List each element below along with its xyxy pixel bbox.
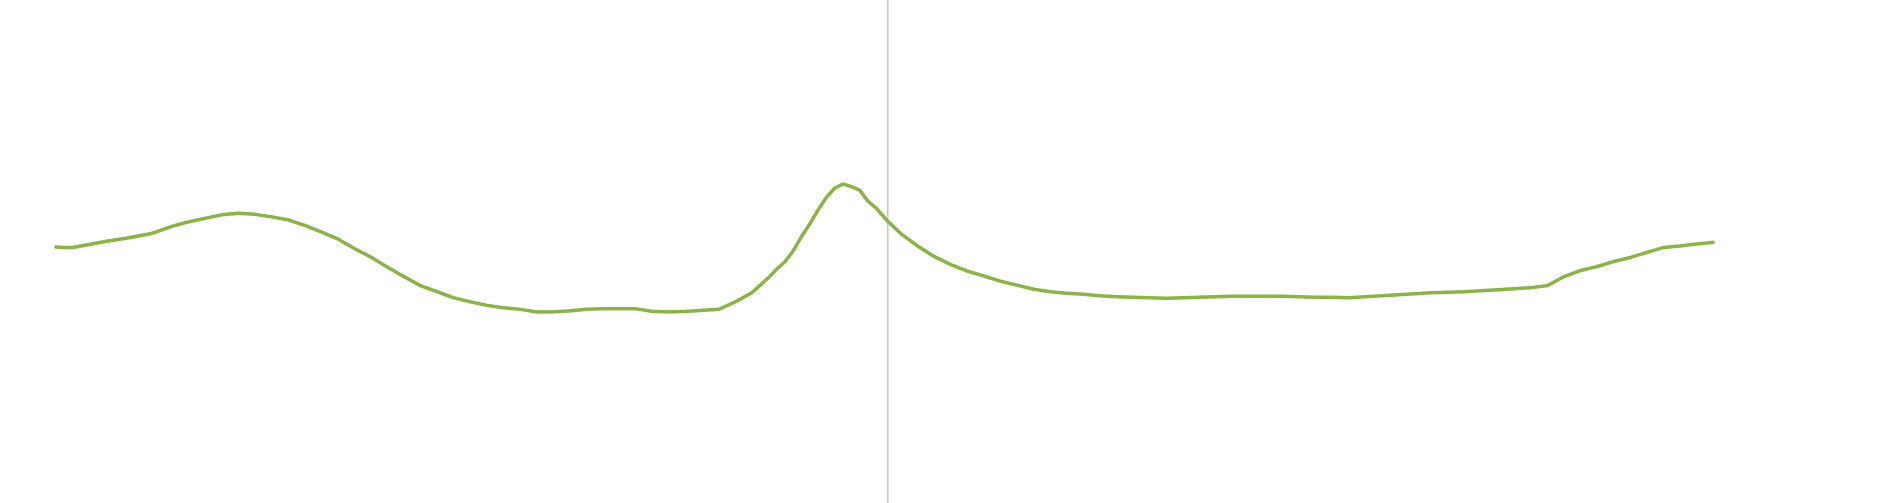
series-layer — [54, 182, 1715, 314]
series-line-1 — [54, 182, 1715, 314]
